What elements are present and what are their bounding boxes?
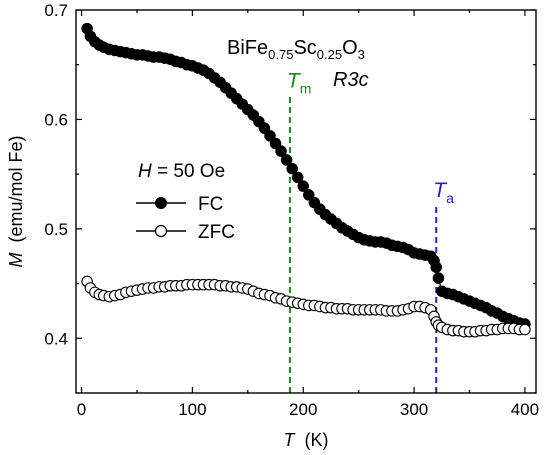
data-point-fc bbox=[275, 145, 287, 157]
formula-part: BiFe bbox=[227, 37, 268, 59]
legend-label-fc: FC bbox=[198, 194, 223, 215]
x-tick-label: 300 bbox=[400, 400, 428, 419]
data-point-fc bbox=[430, 261, 442, 273]
x-axis-symbol: T bbox=[283, 430, 296, 450]
legend-marker-fc bbox=[155, 197, 167, 209]
y-axis-symbol: M bbox=[6, 253, 26, 268]
formula-part: Sc bbox=[293, 37, 316, 59]
field-symbol: H bbox=[138, 161, 152, 182]
data-point-fc bbox=[258, 122, 271, 134]
field-label: H = 50 Oe bbox=[138, 161, 225, 182]
formula-sub: 0.75 bbox=[268, 47, 293, 62]
y-axis-unit: (emu/mol Fe) bbox=[6, 135, 26, 242]
vline-label-tm: Tm bbox=[287, 69, 312, 96]
plot-frame bbox=[75, 9, 537, 394]
formula-sub: 3 bbox=[358, 47, 365, 62]
y-tick-label: 0.7 bbox=[44, 1, 68, 20]
field-value: = 50 Oe bbox=[152, 161, 225, 182]
data-point-fc bbox=[264, 130, 276, 142]
series-fc bbox=[81, 22, 531, 330]
vline-symbol: T bbox=[287, 69, 302, 92]
vline-symbol: T bbox=[433, 179, 448, 202]
space-group-label: R3c bbox=[333, 69, 369, 91]
x-axis-label: T (K) bbox=[283, 430, 328, 450]
x-tick-label: 200 bbox=[289, 400, 317, 419]
series-layer bbox=[81, 22, 531, 338]
formula-part: O bbox=[342, 37, 358, 59]
data-point-fc bbox=[269, 137, 282, 150]
legend-marker-zfc bbox=[154, 224, 168, 238]
legend-label-zfc: ZFC bbox=[198, 222, 235, 243]
y-axis-label: M (emu/mol Fe) bbox=[6, 135, 26, 267]
y-tick-label: 0.6 bbox=[44, 110, 68, 129]
series-zfc bbox=[81, 275, 531, 338]
compound-formula: BiFe0.75Sc0.25O3 bbox=[227, 37, 365, 62]
x-tick-label: 400 bbox=[511, 400, 539, 419]
vline-label-ta: Ta bbox=[433, 179, 454, 206]
legend: FC ZFC bbox=[136, 194, 235, 243]
y-tick-label: 0.5 bbox=[44, 220, 68, 239]
grid-layer: 0 100 200 300 400 0.4 0.5 0.6 0.7 bbox=[44, 1, 539, 419]
vline-sub: a bbox=[446, 190, 454, 206]
data-point-fc bbox=[280, 154, 293, 166]
x-tick-label: 0 bbox=[77, 400, 86, 419]
x-axis-unit: (K) bbox=[305, 430, 329, 450]
x-tick-label: 100 bbox=[178, 400, 206, 419]
vline-sub: m bbox=[300, 80, 312, 96]
data-point-fc bbox=[286, 162, 298, 175]
formula-sub: 0.25 bbox=[317, 47, 342, 62]
data-point-fc bbox=[291, 171, 304, 184]
data-point-fc bbox=[432, 272, 445, 284]
data-point-zfc bbox=[519, 323, 531, 336]
data-point-fc bbox=[297, 180, 309, 192]
data-point-fc bbox=[303, 189, 315, 201]
y-tick-label: 0.4 bbox=[44, 329, 68, 348]
